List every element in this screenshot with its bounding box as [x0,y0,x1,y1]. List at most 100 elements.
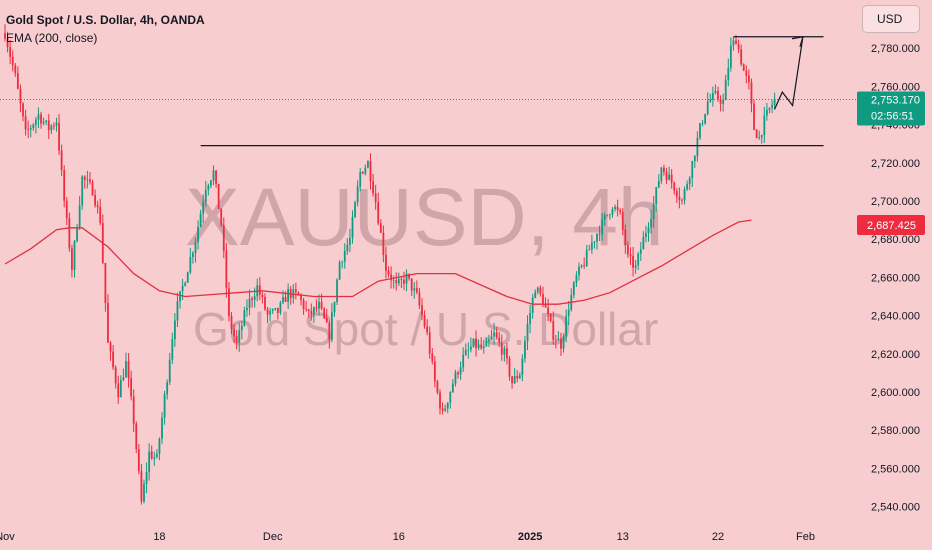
candle [462,347,465,372]
candle [158,437,161,461]
candle [554,335,557,349]
candle [490,329,493,341]
candle [719,95,722,112]
projection-arrow[interactable] [774,36,804,110]
candle [552,311,555,345]
candle [742,63,745,72]
candle [608,213,611,220]
price-tick-label: 2,580.000 [871,425,920,437]
candle [426,319,429,336]
candle [341,260,344,269]
candle [475,330,477,357]
candle [287,283,290,310]
candle [611,207,614,218]
last-price-value: 2,753.170 [871,94,920,106]
candle [16,66,19,90]
candle [578,262,580,281]
candle [367,160,369,169]
candle [261,292,264,304]
candle [449,391,452,409]
candle [271,308,274,314]
candle [439,389,441,415]
candle [125,352,127,378]
candle [768,107,771,114]
candle [112,345,115,370]
candle [168,352,171,385]
candle [37,107,40,129]
candle [696,131,699,162]
candle [428,326,431,359]
candle [6,31,9,53]
candle [45,119,48,126]
candle [390,266,392,289]
candle [374,184,377,210]
candle [204,180,207,208]
candle [660,166,663,184]
ema-line [4,219,752,305]
candle [50,124,53,135]
candle [423,310,426,329]
price-axis[interactable]: 2,540.000 2,560.000 2,580.000 2,600.000 2,62… [871,43,920,513]
candle [233,324,235,343]
candle [351,210,354,244]
candle [760,134,763,144]
candle [457,370,459,379]
candle [109,340,112,361]
candle [248,289,251,316]
candle [107,294,109,343]
candle [480,337,483,350]
candle [22,102,24,122]
candle [596,232,598,250]
candle [668,166,670,181]
candle [372,173,374,197]
chart-title: Gold Spot / U.S. Dollar, 4h, OANDA [6,13,205,27]
time-tick-label: 13 [617,531,629,543]
candle [647,222,650,242]
time-axis[interactable]: Nov 18 Dec 16 2025 13 22 Feb [0,531,815,543]
candle [506,342,508,365]
candle [403,271,405,290]
candle [101,214,104,265]
candle [758,130,761,140]
candle [274,307,277,311]
candle [135,421,138,454]
candle [704,113,707,125]
price-tick-label: 2,600.000 [871,387,920,399]
candle [691,160,694,187]
candle [500,334,503,361]
currency-button[interactable]: USD [862,5,920,33]
price-tick-label: 2,640.000 [871,311,920,323]
candle [346,238,349,255]
candle [338,260,341,281]
candle [415,280,418,295]
candle [197,220,199,250]
candle [503,345,506,362]
candle [717,86,719,102]
candle [650,209,652,234]
candle [377,192,380,226]
candle [583,257,586,269]
candle [580,264,583,269]
candle [63,165,66,208]
candle [410,278,413,296]
candle [755,128,758,139]
price-tick-label: 2,780.000 [871,43,920,55]
watermark-name: Gold Spot / U.S. Dollar [193,303,658,355]
candle [119,375,122,398]
candle [585,244,588,267]
candle [673,181,676,195]
time-tick-label: Feb [796,531,815,543]
candle [521,354,524,382]
ema-value: 2,687.425 [867,220,916,232]
indicator-legend[interactable]: EMA (200, close) [6,31,98,45]
candle [117,375,120,404]
price-tick-label: 2,680.000 [871,234,920,246]
candle [639,242,642,261]
candle [58,114,60,155]
candle [114,365,117,389]
candle [210,179,212,189]
candle [621,208,624,236]
candle [78,195,81,230]
candle [235,330,238,350]
